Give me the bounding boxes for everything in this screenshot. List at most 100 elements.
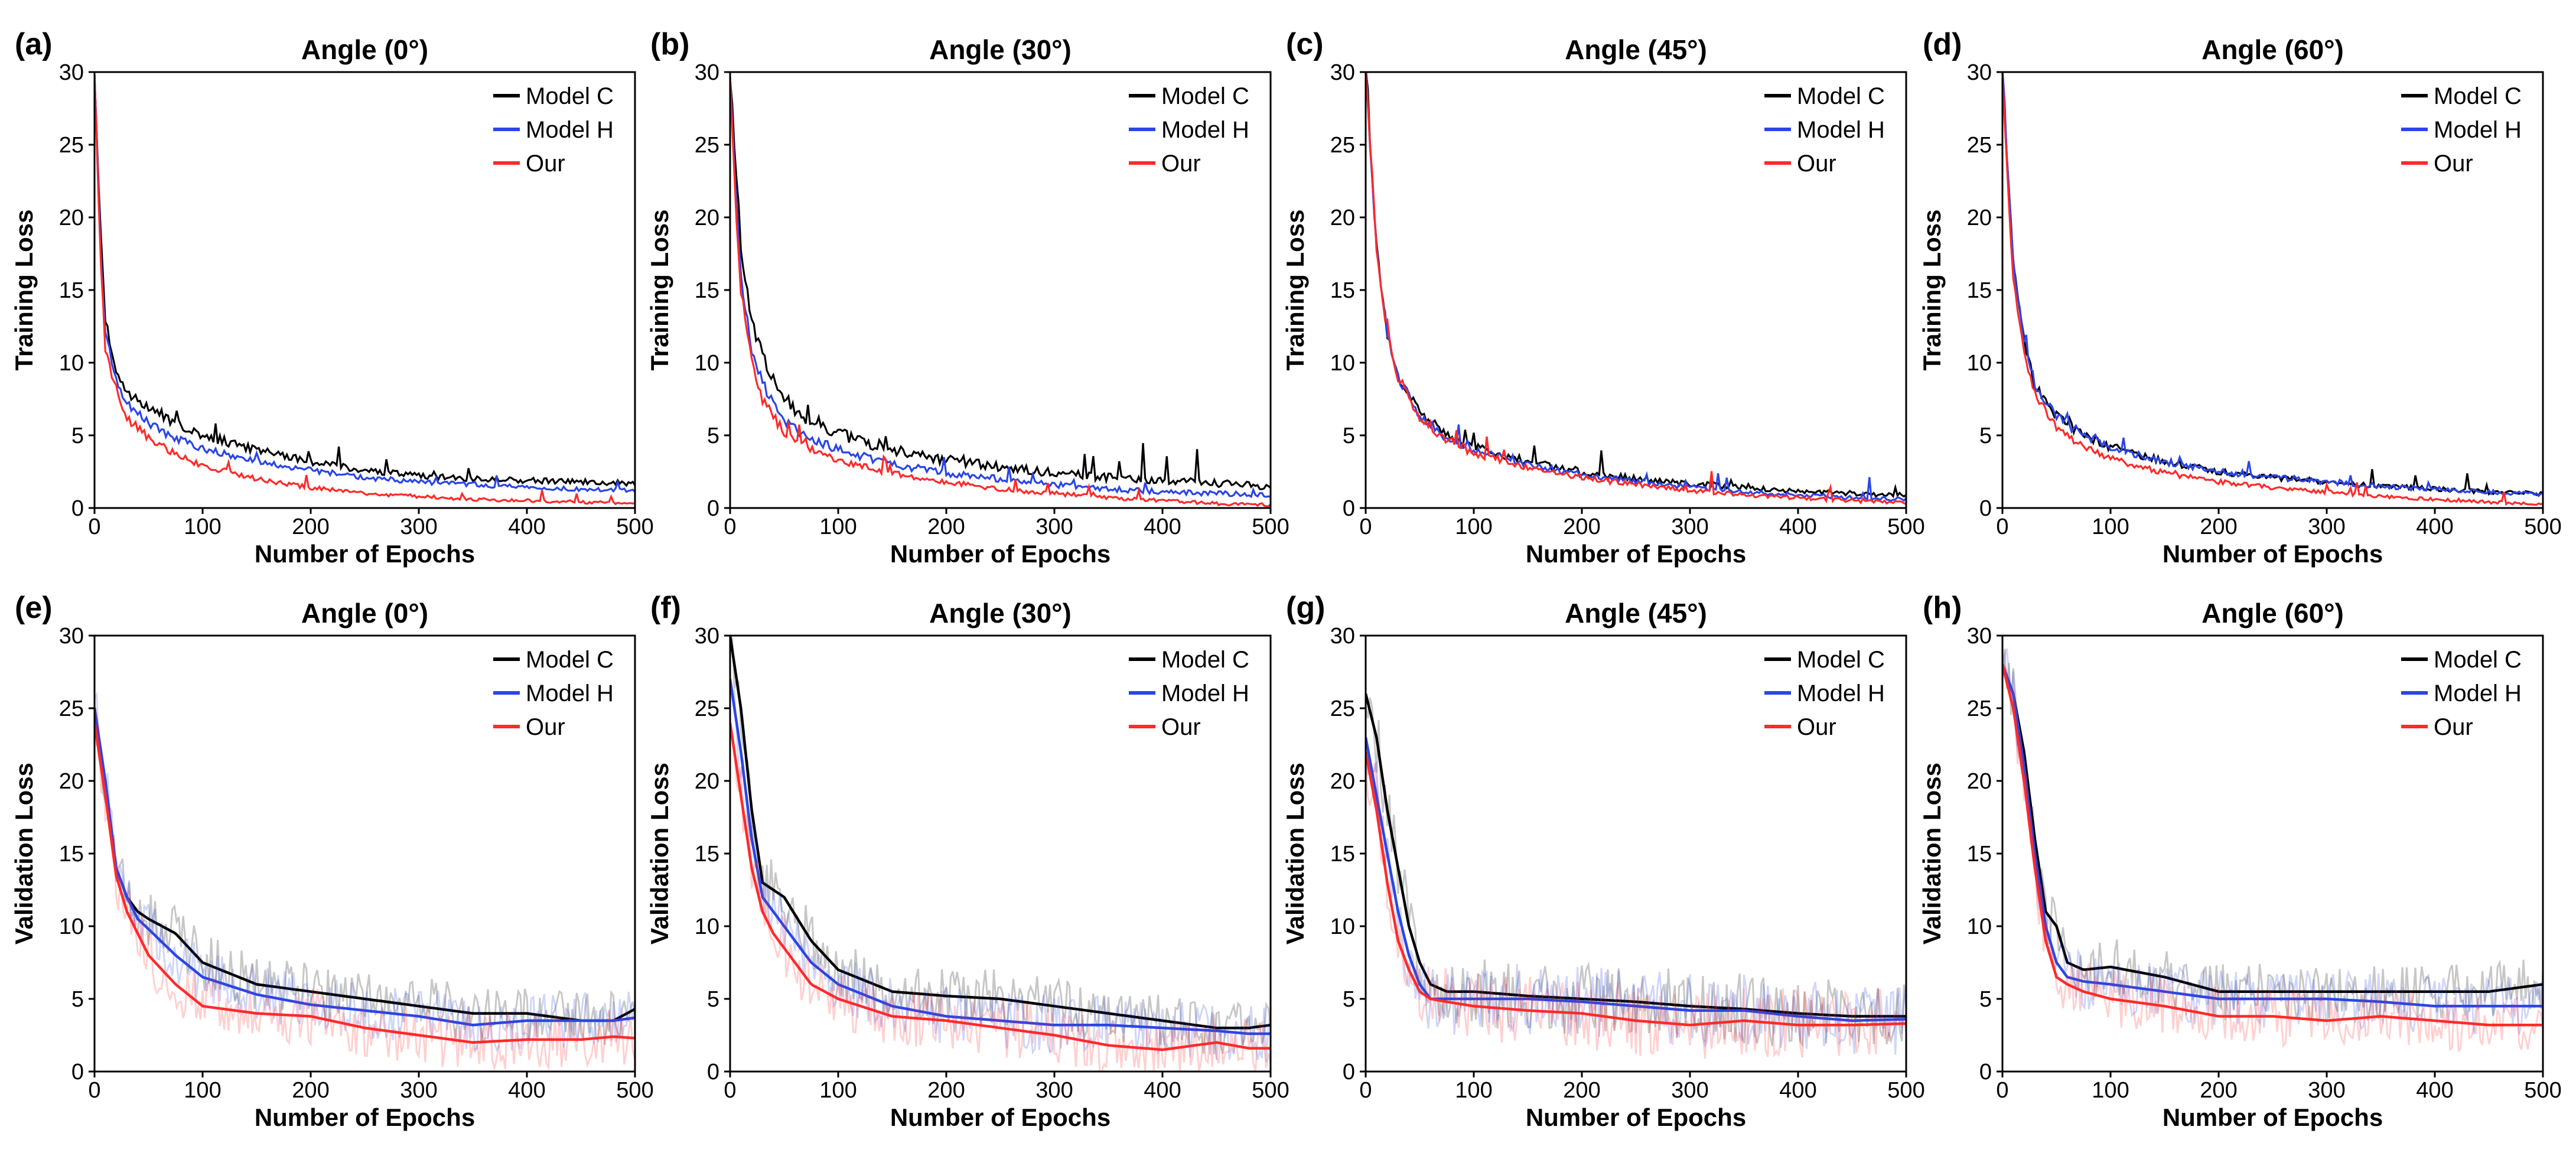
y-tick-label: 25	[1967, 696, 1992, 721]
chart-title: Angle (60°)	[2202, 34, 2344, 65]
x-tick-label: 0	[724, 514, 736, 539]
series-raw-model_c	[730, 636, 1271, 1054]
chart-panel-h: (h) Angle (60°) 0 100 200 300 400 500 0 5 10 15 20 25…	[1918, 591, 2562, 1131]
y-tick-label: 15	[59, 278, 84, 303]
panel-label: (e)	[15, 591, 53, 625]
y-tick-label: 15	[1330, 278, 1355, 303]
series-line-our	[95, 74, 635, 506]
chart-panel-c: (c) Angle (45°) 0 100 200 300 400 500 0 5 10 15 20 25…	[1281, 27, 1925, 568]
x-tick-label: 200	[1563, 1078, 1600, 1103]
series-raw-model_h	[95, 691, 635, 1052]
chart-title: Angle (0°)	[301, 598, 428, 629]
x-tick-label: 300	[1671, 514, 1708, 539]
x-axis-label: Number of Epochs	[2163, 1103, 2383, 1131]
y-tick-label: 5	[1979, 424, 1992, 448]
y-tick-label: 15	[1967, 842, 1992, 867]
x-tick-label: 0	[1996, 1078, 2008, 1103]
x-tick-label: 0	[1359, 514, 1372, 539]
chart-panel-d: (d) Angle (60°) 0 100 200 300 400 500 0 5 10 15 20 25…	[1918, 27, 2562, 568]
legend-entry-model_h: Model H	[1797, 680, 1885, 706]
x-tick-label: 400	[508, 1078, 545, 1103]
legend-entry-our: Our	[526, 151, 565, 177]
series-group	[2002, 72, 2543, 506]
series-raw-our	[95, 710, 635, 1072]
y-tick-label: 15	[695, 278, 719, 303]
chart-title: Angle (30°)	[929, 598, 1072, 629]
x-axis-label: Number of Epochs	[2163, 540, 2383, 568]
x-tick-label: 100	[184, 1078, 221, 1103]
legend-entry-model_c: Model C	[526, 647, 614, 673]
legend-entry-model_c: Model C	[2434, 647, 2522, 673]
series-line-model_h	[2002, 664, 2543, 1008]
y-tick-label: 25	[59, 696, 84, 721]
y-axis-label: Training Loss	[1918, 209, 1946, 370]
y-axis-label: Validation Loss	[10, 763, 38, 945]
y-tick-label: 30	[1967, 624, 1992, 649]
y-tick-label: 30	[59, 624, 84, 649]
x-tick-label: 400	[1144, 1078, 1181, 1103]
series-line-model_h	[1366, 737, 1906, 1023]
x-tick-label: 100	[819, 1078, 857, 1103]
legend-entry-model_h: Model H	[526, 117, 614, 143]
x-tick-label: 500	[1887, 514, 1924, 539]
legend-entry-model_c: Model C	[526, 83, 614, 109]
panel-label: (c)	[1286, 27, 1324, 61]
chart-panel-g: (g) Angle (45°) 0 100 200 300 400 500 0 5 10 15 20 25…	[1281, 591, 1925, 1131]
x-tick-label: 0	[1996, 514, 2008, 539]
series-line-model_h	[730, 679, 1271, 1035]
panel-label: (g)	[1286, 591, 1325, 625]
x-tick-label: 500	[2524, 1078, 2561, 1103]
x-tick-label: 400	[1779, 514, 1816, 539]
series-line-model_c	[1366, 693, 1906, 1018]
legend-entry-our: Our	[2434, 714, 2473, 740]
series-line-model_c	[95, 708, 635, 1023]
series-group	[1366, 72, 1906, 505]
y-axis-label: Training Loss	[10, 209, 38, 370]
series-line-model_h	[1366, 72, 1906, 502]
legend-entry-model_c: Model C	[2434, 83, 2522, 109]
series-line-our	[1366, 751, 1906, 1027]
y-tick-label: 5	[1979, 987, 1992, 1012]
y-tick-label: 0	[1343, 1060, 1355, 1085]
x-axis-label: Number of Epochs	[1526, 1103, 1746, 1131]
x-tick-label: 0	[724, 1078, 736, 1103]
legend-entry-our: Our	[1797, 714, 1836, 740]
y-tick-label: 0	[707, 1060, 719, 1085]
panel-label: (b)	[650, 27, 689, 61]
legend-entry-model_c: Model C	[1161, 83, 1249, 109]
x-tick-label: 500	[1252, 1078, 1289, 1103]
x-tick-label: 300	[1035, 1078, 1073, 1103]
series-line-model_h	[95, 708, 635, 1027]
y-tick-label: 0	[1979, 496, 1992, 521]
series-raw-model_c	[1366, 697, 1906, 1048]
y-axis-label: Training Loss	[646, 209, 673, 370]
x-tick-label: 400	[1779, 1078, 1816, 1103]
y-tick-label: 20	[1967, 769, 1992, 794]
y-tick-label: 20	[1967, 206, 1992, 230]
x-tick-label: 100	[819, 514, 857, 539]
y-tick-label: 30	[695, 60, 719, 85]
y-tick-label: 30	[1330, 624, 1355, 649]
y-tick-label: 20	[59, 206, 84, 230]
chart-panel-a: (a) Angle (0°) 0 100 200 300 400 500 0 5 10 15 20 25 3…	[10, 27, 654, 568]
y-tick-label: 0	[1979, 1060, 1992, 1085]
series-group	[95, 74, 635, 506]
x-tick-label: 400	[1144, 514, 1181, 539]
x-tick-label: 400	[508, 514, 545, 539]
x-tick-label: 200	[292, 1078, 329, 1103]
y-tick-label: 15	[1967, 278, 1992, 303]
y-tick-label: 0	[71, 496, 84, 521]
chart-title: Angle (45°)	[1565, 34, 1707, 65]
series-raw-model_h	[1366, 745, 1906, 1055]
y-tick-label: 15	[59, 842, 84, 867]
y-axis-label: Validation Loss	[1281, 763, 1309, 945]
legend-entry-model_h: Model H	[2434, 117, 2522, 143]
series-raw-our	[730, 718, 1271, 1072]
legend-entry-model_c: Model C	[1797, 647, 1885, 673]
x-tick-label: 200	[927, 514, 965, 539]
x-tick-label: 500	[616, 514, 653, 539]
y-tick-label: 5	[707, 424, 719, 448]
panel-label: (h)	[1923, 591, 1962, 625]
y-axis-label: Training Loss	[1281, 209, 1309, 370]
